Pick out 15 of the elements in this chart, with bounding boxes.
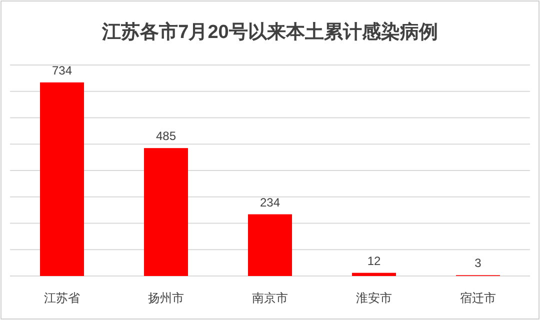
data-label: 734: [52, 63, 72, 78]
bar: [248, 214, 292, 276]
chart-title: 江苏各市7月20号以来本土累计感染病例: [101, 21, 438, 43]
bar: [40, 82, 84, 276]
x-tick-label: 宿迁市: [460, 291, 496, 305]
bar: [352, 272, 396, 276]
x-tick-label: 扬州市: [148, 291, 184, 305]
x-tick-label: 淮安市: [356, 291, 392, 305]
data-label: 234: [260, 195, 280, 210]
data-label: 3: [474, 256, 482, 270]
data-label: 12: [367, 254, 381, 268]
x-tick-label: 江苏省: [44, 291, 80, 305]
x-tick-label: 南京市: [252, 291, 288, 305]
bar: [144, 148, 188, 276]
data-label: 485: [156, 129, 176, 144]
